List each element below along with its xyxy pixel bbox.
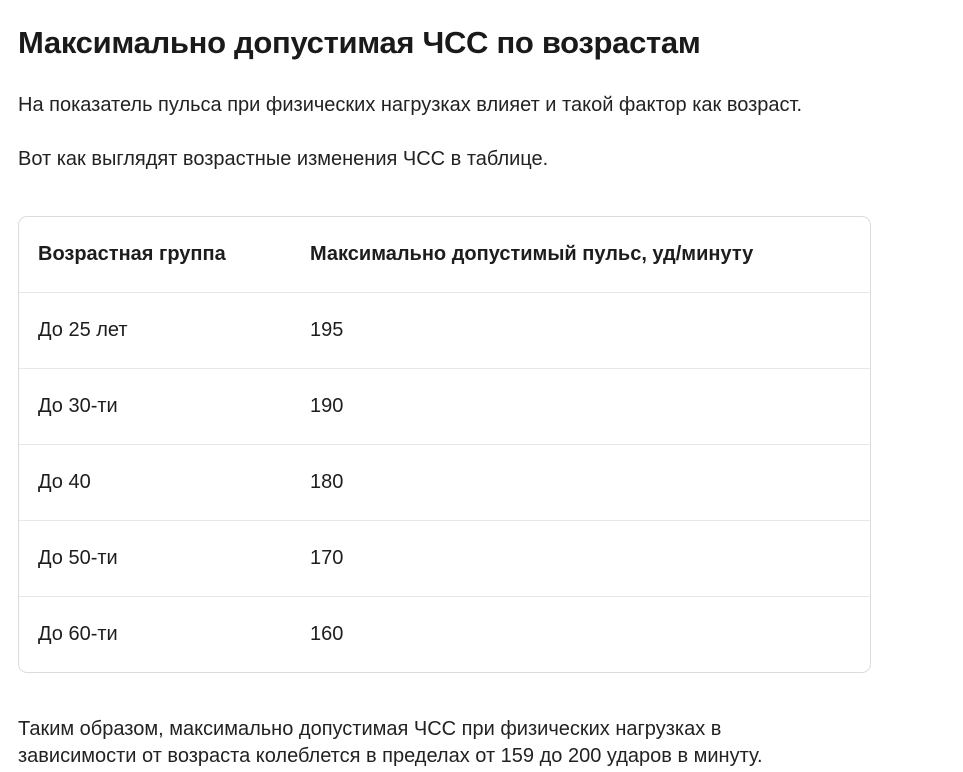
table-row: До 40 180 xyxy=(19,443,870,521)
heart-rate-table: Возрастная группа Максимально допустимый… xyxy=(19,217,870,673)
cell-pulse: 170 xyxy=(310,519,870,597)
intro-paragraph-2: Вот как выглядят возрастные изменения ЧС… xyxy=(18,148,549,171)
cell-pulse: 190 xyxy=(310,367,870,445)
cell-pulse: 160 xyxy=(310,595,870,673)
intro-paragraph-1: На показатель пульса при физических нагр… xyxy=(18,94,803,117)
table-row: До 30-ти 190 xyxy=(19,367,870,445)
cell-age-group: До 40 xyxy=(19,443,310,521)
heart-rate-table-container: Возрастная группа Максимально допустимый… xyxy=(18,216,871,674)
header-max-pulse: Максимально допустимый пульс, уд/минуту xyxy=(310,217,870,293)
header-age-group: Возрастная группа xyxy=(19,217,310,293)
table-header: Возрастная группа Максимально допустимый… xyxy=(19,217,870,293)
table-row: До 50-ти 170 xyxy=(19,519,870,597)
cell-age-group: До 30-ти xyxy=(19,367,310,445)
cell-age-group: До 60-ти xyxy=(19,595,310,673)
cell-age-group: До 50-ти xyxy=(19,519,310,597)
cell-age-group: До 25 лет xyxy=(38,318,128,341)
page-title: Максимально допустимая ЧСС по возрастам xyxy=(18,25,701,60)
table-header-row: Возрастная группа Максимально допустимый… xyxy=(19,217,870,293)
cell-pulse: 195 xyxy=(310,318,344,341)
table-row: До 60-ти 160 xyxy=(19,595,870,673)
table-row: До 25 лет 195 xyxy=(19,292,870,368)
cell-pulse: 180 xyxy=(310,443,870,521)
table-body: До 25 лет 195 До 30-ти 190 До 40 180 До … xyxy=(19,292,870,673)
closing-paragraph: Таким образом, максимально допустимая ЧС… xyxy=(18,718,763,768)
